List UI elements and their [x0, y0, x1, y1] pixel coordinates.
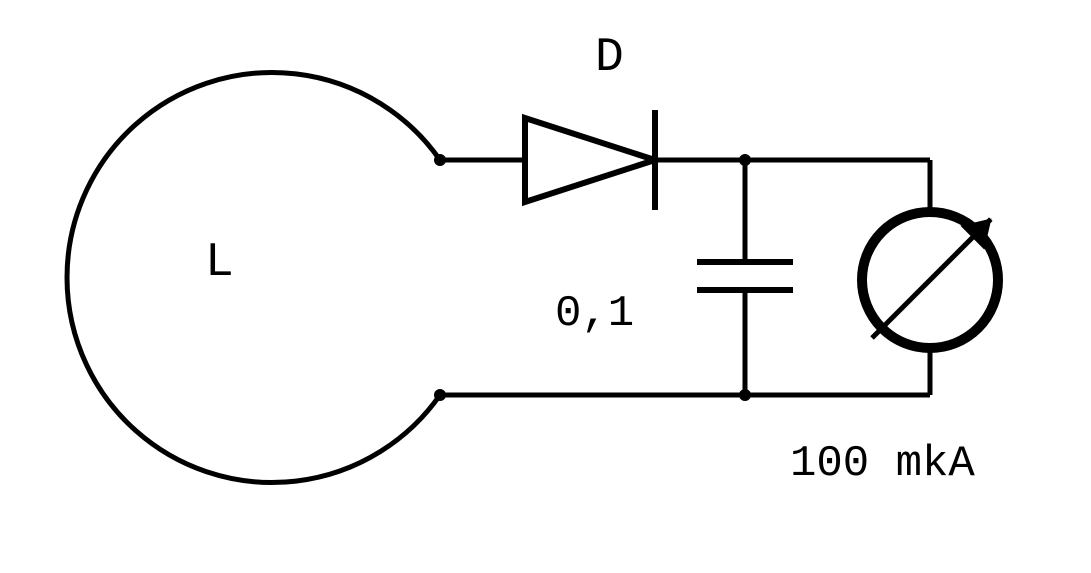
- diode-triangle: [525, 118, 655, 202]
- junction-dot: [739, 389, 751, 401]
- meter-label: 100 mkA: [790, 439, 975, 489]
- diode-label: D: [595, 31, 624, 85]
- junction-dot: [434, 154, 446, 166]
- junction-dot: [434, 389, 446, 401]
- circuit-diagram: L D 0,1 100 mkA: [0, 0, 1091, 573]
- cap-label: 0,1: [555, 289, 634, 339]
- loop-antenna: [67, 72, 440, 482]
- loop-label: L: [205, 236, 234, 290]
- junction-dot: [739, 154, 751, 166]
